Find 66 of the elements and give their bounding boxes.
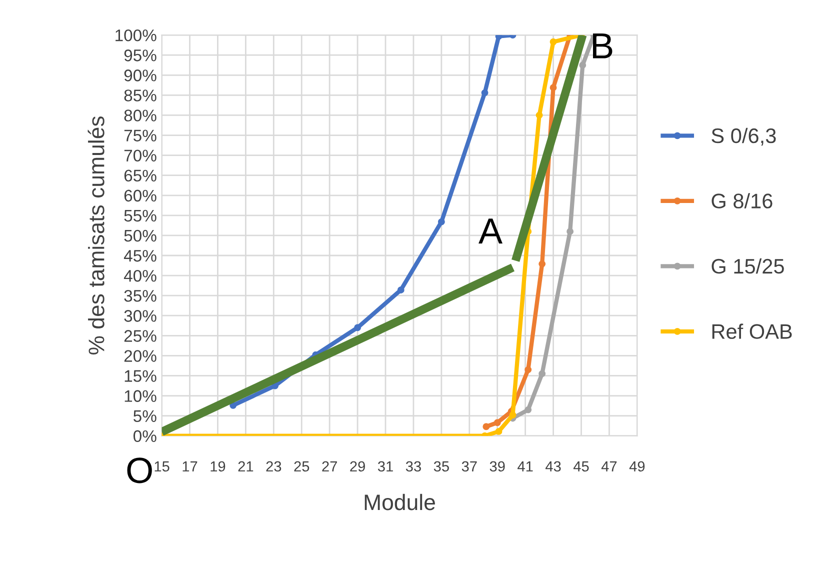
point	[536, 112, 543, 119]
y-tick-label: 50%	[124, 230, 156, 242]
point	[438, 218, 445, 226]
y-tick-label: 60%	[124, 190, 156, 202]
point	[538, 370, 546, 378]
y-tick-label: 85%	[124, 90, 156, 102]
point	[482, 423, 490, 430]
x-tick-label: 17	[182, 461, 198, 472]
y-tick-label: 15%	[124, 370, 156, 382]
x-tick-label: 33	[406, 461, 421, 472]
x-tick-label: 21	[238, 461, 254, 472]
y-tick-label: 65%	[124, 170, 156, 182]
point	[524, 366, 532, 374]
x-tick-label: 47	[601, 461, 617, 472]
y-tick-label: 70%	[124, 150, 156, 162]
point	[509, 412, 516, 418]
y-tick-label: 10%	[124, 390, 156, 402]
point	[230, 402, 237, 409]
x-tick-label: 45	[573, 461, 589, 472]
x-tick-label: 29	[350, 461, 365, 472]
y-tick-label: 25%	[124, 330, 156, 342]
legend-label: S 0/6,3	[712, 128, 776, 146]
x-tick-label: 19	[210, 461, 226, 472]
y-tick-label: 0%	[133, 430, 156, 442]
y-tick-label: 35%	[124, 290, 156, 302]
annotation: O	[127, 458, 152, 484]
x-tick-label: 43	[546, 461, 561, 472]
annotation: B	[593, 33, 612, 58]
y-tick-label: 90%	[124, 70, 156, 82]
y-tick-label: 55%	[124, 210, 156, 222]
point	[494, 419, 501, 426]
x-tick-label: 39	[490, 461, 505, 472]
x-axis-title: Module	[364, 494, 435, 510]
point	[481, 89, 488, 96]
y-tick-label: 95%	[124, 50, 156, 62]
x-tick-label: 35	[434, 461, 449, 472]
point	[538, 260, 546, 268]
legend-label: G 15/25	[712, 258, 784, 274]
x-tick-label: 15	[154, 461, 170, 472]
y-axis-title: % des tamisats cumulés	[88, 116, 104, 354]
legend-label: Ref OAB	[712, 324, 792, 339]
point	[550, 38, 557, 46]
point	[524, 406, 532, 414]
y-tick-label: 75%	[124, 130, 156, 142]
x-tick-label: 23	[266, 461, 282, 472]
y-tick-label: 20%	[124, 350, 156, 362]
y-tick-label: 40%	[124, 270, 156, 282]
point	[579, 62, 586, 69]
legend-label: G 8/16	[712, 193, 772, 208]
y-tick-label: 30%	[124, 310, 156, 322]
y-tick-label: 80%	[124, 110, 156, 122]
x-tick-label: 49	[629, 461, 645, 472]
point	[566, 228, 574, 235]
x-tick-label: 27	[322, 461, 337, 472]
point	[495, 428, 502, 435]
annotation: A	[478, 218, 502, 244]
x-tick-label: 37	[462, 461, 477, 472]
point	[354, 324, 362, 332]
point	[550, 84, 557, 92]
y-tick-label: 5%	[134, 410, 156, 422]
y-tick-label: 100%	[116, 29, 156, 42]
x-tick-label: 31	[378, 461, 393, 472]
x-tick-label: 25	[294, 461, 310, 472]
point	[397, 286, 404, 294]
x-tick-label: 41	[518, 461, 533, 472]
y-tick-label: 45%	[124, 250, 156, 262]
